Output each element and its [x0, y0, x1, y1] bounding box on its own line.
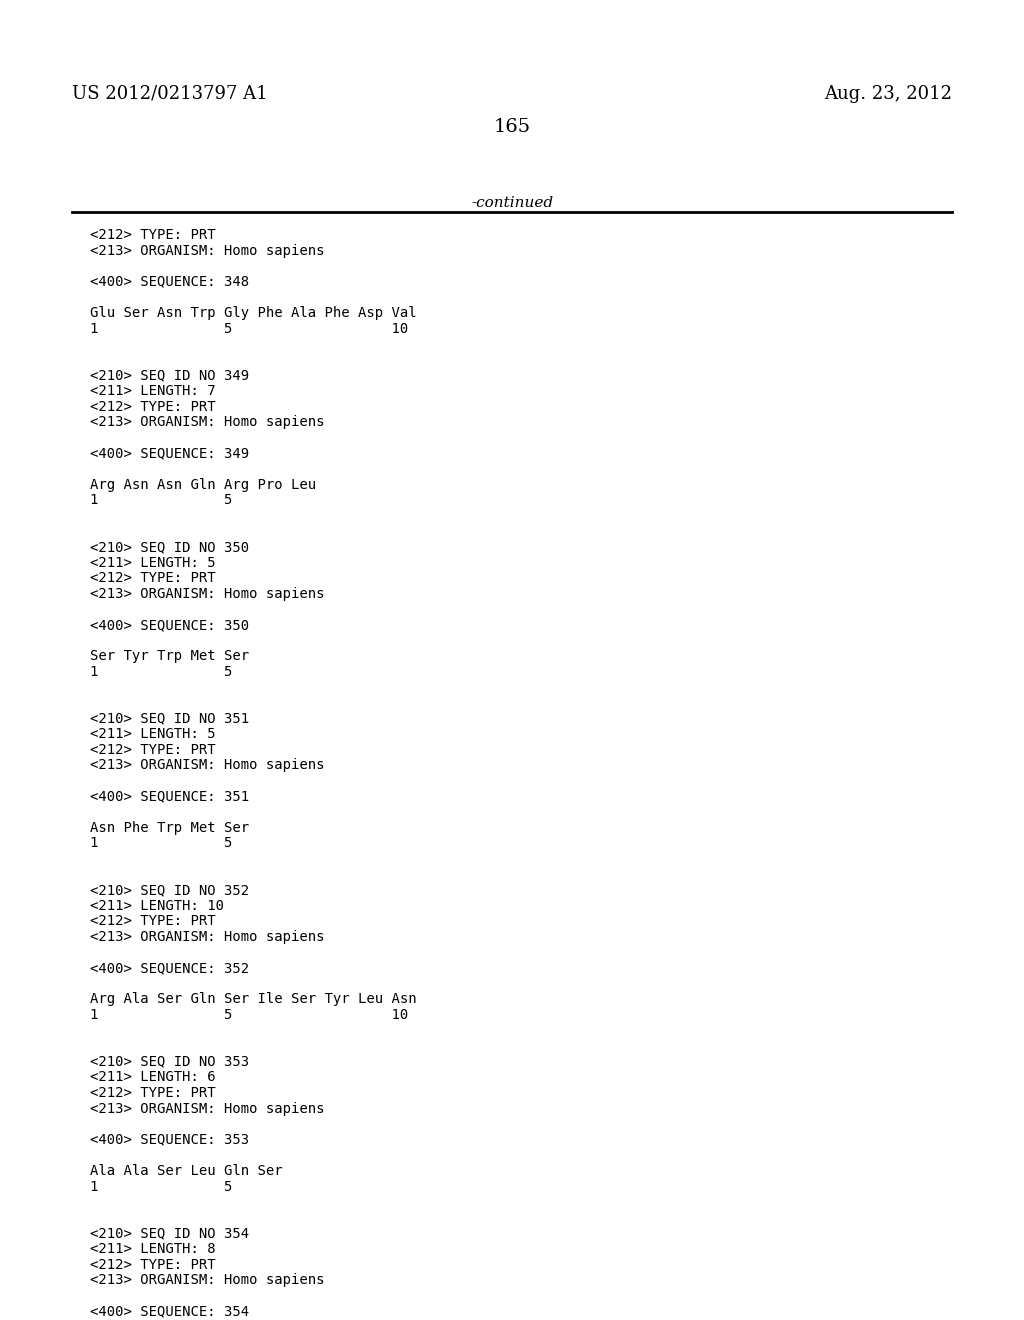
Text: <400> SEQUENCE: 348: <400> SEQUENCE: 348: [90, 275, 249, 289]
Text: <212> TYPE: PRT: <212> TYPE: PRT: [90, 228, 216, 242]
Text: US 2012/0213797 A1: US 2012/0213797 A1: [72, 84, 267, 103]
Text: Ser Tyr Trp Met Ser: Ser Tyr Trp Met Ser: [90, 649, 249, 663]
Text: 1               5: 1 5: [90, 494, 232, 507]
Text: <211> LENGTH: 10: <211> LENGTH: 10: [90, 899, 224, 913]
Text: <213> ORGANISM: Homo sapiens: <213> ORGANISM: Homo sapiens: [90, 416, 325, 429]
Text: 1               5                   10: 1 5 10: [90, 322, 409, 335]
Text: <400> SEQUENCE: 349: <400> SEQUENCE: 349: [90, 446, 249, 461]
Text: Arg Asn Asn Gln Arg Pro Leu: Arg Asn Asn Gln Arg Pro Leu: [90, 478, 316, 491]
Text: <212> TYPE: PRT: <212> TYPE: PRT: [90, 1086, 216, 1100]
Text: 1               5: 1 5: [90, 837, 232, 850]
Text: Arg Ala Ser Gln Ser Ile Ser Tyr Leu Asn: Arg Ala Ser Gln Ser Ile Ser Tyr Leu Asn: [90, 993, 417, 1006]
Text: 1               5: 1 5: [90, 1180, 232, 1193]
Text: <211> LENGTH: 6: <211> LENGTH: 6: [90, 1071, 216, 1085]
Text: <212> TYPE: PRT: <212> TYPE: PRT: [90, 400, 216, 413]
Text: <212> TYPE: PRT: <212> TYPE: PRT: [90, 915, 216, 928]
Text: <212> TYPE: PRT: <212> TYPE: PRT: [90, 743, 216, 756]
Text: 1               5                   10: 1 5 10: [90, 1008, 409, 1022]
Text: <211> LENGTH: 5: <211> LENGTH: 5: [90, 727, 216, 742]
Text: <210> SEQ ID NO 349: <210> SEQ ID NO 349: [90, 368, 249, 383]
Text: <213> ORGANISM: Homo sapiens: <213> ORGANISM: Homo sapiens: [90, 587, 325, 601]
Text: <211> LENGTH: 8: <211> LENGTH: 8: [90, 1242, 216, 1257]
Text: <213> ORGANISM: Homo sapiens: <213> ORGANISM: Homo sapiens: [90, 244, 325, 257]
Text: <211> LENGTH: 7: <211> LENGTH: 7: [90, 384, 216, 399]
Text: <400> SEQUENCE: 353: <400> SEQUENCE: 353: [90, 1133, 249, 1147]
Text: <210> SEQ ID NO 354: <210> SEQ ID NO 354: [90, 1226, 249, 1241]
Text: 165: 165: [494, 117, 530, 136]
Text: -continued: -continued: [471, 195, 553, 210]
Text: <210> SEQ ID NO 353: <210> SEQ ID NO 353: [90, 1055, 249, 1069]
Text: <212> TYPE: PRT: <212> TYPE: PRT: [90, 1258, 216, 1271]
Text: Aug. 23, 2012: Aug. 23, 2012: [824, 84, 952, 103]
Text: <400> SEQUENCE: 352: <400> SEQUENCE: 352: [90, 961, 249, 975]
Text: Ala Ala Ser Leu Gln Ser: Ala Ala Ser Leu Gln Ser: [90, 1164, 283, 1177]
Text: <211> LENGTH: 5: <211> LENGTH: 5: [90, 556, 216, 570]
Text: <400> SEQUENCE: 354: <400> SEQUENCE: 354: [90, 1304, 249, 1319]
Text: Glu Ser Asn Trp Gly Phe Ala Phe Asp Val: Glu Ser Asn Trp Gly Phe Ala Phe Asp Val: [90, 306, 417, 319]
Text: <213> ORGANISM: Homo sapiens: <213> ORGANISM: Homo sapiens: [90, 1274, 325, 1287]
Text: <212> TYPE: PRT: <212> TYPE: PRT: [90, 572, 216, 585]
Text: <210> SEQ ID NO 352: <210> SEQ ID NO 352: [90, 883, 249, 898]
Text: <213> ORGANISM: Homo sapiens: <213> ORGANISM: Homo sapiens: [90, 759, 325, 772]
Text: <213> ORGANISM: Homo sapiens: <213> ORGANISM: Homo sapiens: [90, 931, 325, 944]
Text: Asn Phe Trp Met Ser: Asn Phe Trp Met Ser: [90, 821, 249, 834]
Text: <400> SEQUENCE: 350: <400> SEQUENCE: 350: [90, 618, 249, 632]
Text: <213> ORGANISM: Homo sapiens: <213> ORGANISM: Homo sapiens: [90, 1102, 325, 1115]
Text: <400> SEQUENCE: 351: <400> SEQUENCE: 351: [90, 789, 249, 804]
Text: 1               5: 1 5: [90, 665, 232, 678]
Text: <210> SEQ ID NO 350: <210> SEQ ID NO 350: [90, 540, 249, 554]
Text: <210> SEQ ID NO 351: <210> SEQ ID NO 351: [90, 711, 249, 726]
